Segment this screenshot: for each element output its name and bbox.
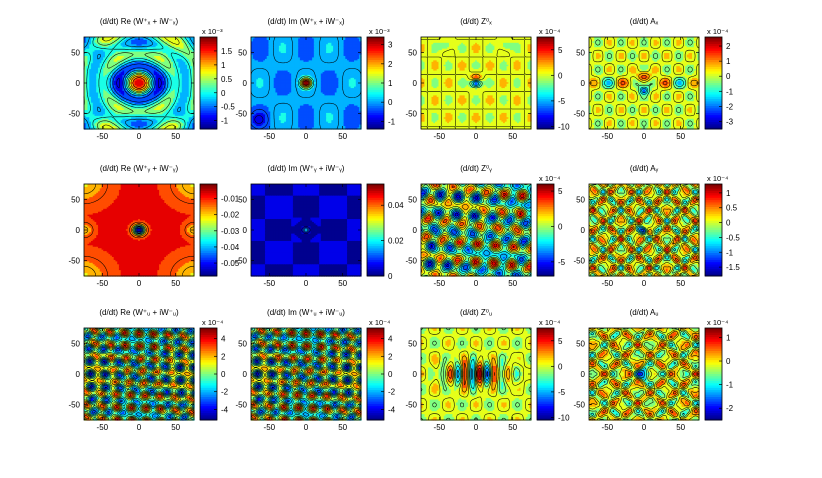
- colorbar-tick-label: -0.5: [221, 103, 235, 112]
- colorbar-exponent: x 10⁻³: [202, 27, 223, 36]
- x-tick-label: 0: [137, 132, 142, 141]
- panel-2: (d/dt) Im (W⁺ₓ + iW⁻ₓ)-50 0 50500-503210-1…: [235, 17, 395, 141]
- y-tick-label: -50: [68, 110, 80, 119]
- y-tick-label: 0: [76, 79, 81, 88]
- colorbar: 1.5 1 0.5 0 -0.5 -1 x 10⁻³: [200, 27, 235, 130]
- x-tick-label: -50: [97, 132, 109, 141]
- colorbar-tick-label: 0: [221, 89, 226, 98]
- colorbar-tick-label: -1: [221, 117, 229, 126]
- colorbar-tick-label: 0.5: [221, 75, 233, 84]
- panel-title: (d/dt) Re (W⁺ₓ + iW⁻ₓ): [100, 17, 179, 26]
- panel-1: (d/dt) Re (W⁺ₓ + iW⁻ₓ) -50 0 50 50 0 -50 1.5 1 0.…: [68, 17, 235, 141]
- x-tick-label: 50: [171, 132, 180, 141]
- colorbar-tick-label: 1: [221, 61, 226, 70]
- y-tick-label: 50: [71, 48, 80, 57]
- colorbar-tick-label: 1.5: [221, 47, 233, 56]
- heatmap-cells: [84, 37, 195, 130]
